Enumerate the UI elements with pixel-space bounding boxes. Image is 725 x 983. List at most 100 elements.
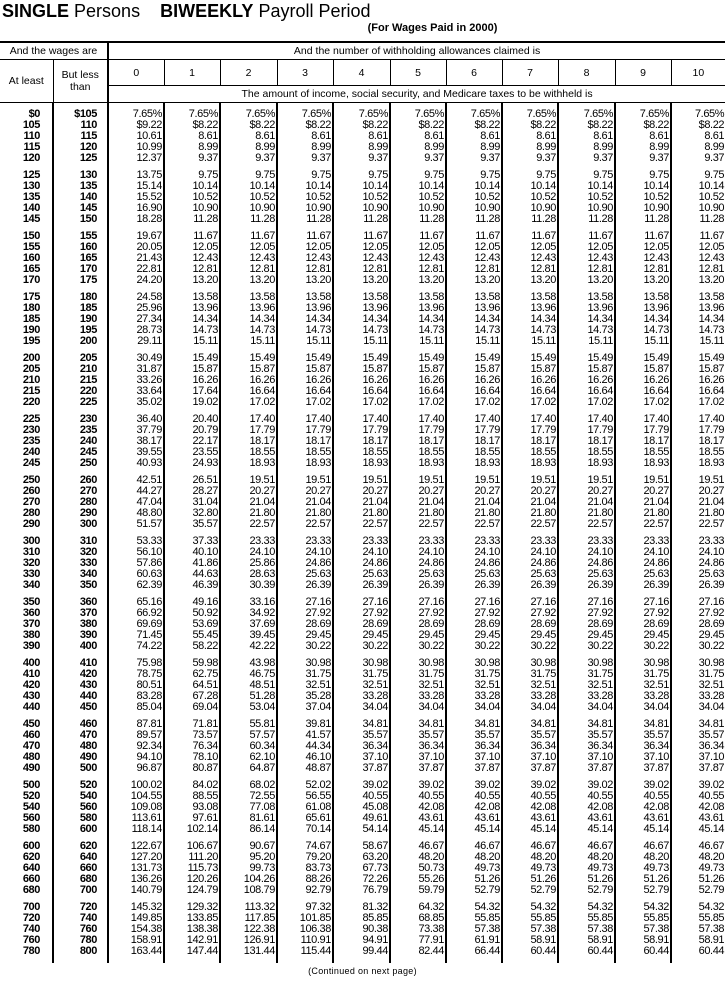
withholding-10-allowances: 55.85 (669, 913, 725, 924)
withholding-9-allowances: 39.02 (614, 780, 671, 791)
withholding-5-allowances: 29.45 (389, 630, 446, 641)
withholding-4-allowances: 13.96 (332, 303, 390, 314)
withholding-10-allowances: 14.73 (669, 325, 725, 336)
withholding-2-allowances: 24.10 (219, 547, 277, 558)
withholding-9-allowances: 19.51 (614, 475, 671, 486)
spacer-cell (219, 896, 277, 902)
withholding-0-allowances: 145.32 (107, 902, 164, 913)
withholding-9-allowances: 45.14 (614, 824, 671, 835)
wage-but-less-than: 110 (52, 120, 108, 131)
withholding-3-allowances: 79.20 (276, 852, 333, 863)
table-row: 105 110 $9.22 $8.22 $8.22 $8.22 $8.22 $8.22 $8.2… (0, 120, 725, 131)
withholding-1-allowances: 11.28 (163, 214, 220, 225)
withholding-7-allowances: 34.81 (501, 719, 558, 730)
spacer-cell (669, 469, 725, 475)
withholding-9-allowances: 16.64 (614, 386, 671, 397)
withholding-7-allowances: 12.81 (501, 264, 558, 275)
withholding-10-allowances: 34.81 (669, 719, 725, 730)
table-row: 240 245 39.55 23.55 18.55 18.55 18.55 18.55 18.5… (0, 447, 725, 458)
withholding-4-allowances: 25.63 (332, 569, 390, 580)
withholding-8-allowances: 49.73 (557, 863, 615, 874)
withholding-8-allowances: 51.26 (557, 874, 615, 885)
withholding-0-allowances: 30.49 (107, 353, 164, 364)
withholding-2-allowances: 25.86 (219, 558, 277, 569)
wage-but-less-than: 300 (52, 519, 108, 530)
withholding-9-allowances: 35.57 (614, 730, 671, 741)
withholding-9-allowances: 14.34 (614, 314, 671, 325)
wage-but-less-than: 780 (52, 935, 108, 946)
wage-but-less-than: 225 (52, 397, 108, 408)
withholding-10-allowances: 8.61 (669, 131, 725, 142)
table-row: 150 155 19.67 11.67 11.67 11.67 11.67 11.67 11.6… (0, 231, 725, 242)
withholding-9-allowances: 33.28 (614, 691, 671, 702)
withholding-7-allowances: 24.86 (501, 558, 558, 569)
wage-but-less-than: 245 (52, 447, 108, 458)
withholding-3-allowances: 24.10 (276, 547, 333, 558)
withholding-0-allowances: 163.44 (107, 946, 164, 957)
withholding-7-allowances: 13.96 (501, 303, 558, 314)
wage-at-least: 130 (22, 180, 41, 192)
table-row: 260 270 44.27 28.27 20.27 20.27 20.27 20.27 20.2… (0, 486, 725, 497)
table-row: 450 460 87.81 71.81 55.81 39.81 34.81 34.81 34.8… (0, 719, 725, 730)
withholding-3-allowances: 9.75 (276, 170, 333, 181)
withholding-6-allowances: 27.92 (445, 608, 502, 619)
withholding-6-allowances: 51.26 (445, 874, 502, 885)
table-row: 340 350 62.39 46.39 30.39 26.39 26.39 26.39 26.3… (0, 580, 725, 591)
withholding-6-allowances: 46.67 (445, 841, 502, 852)
withholding-5-allowances: 18.17 (389, 436, 446, 447)
withholding-6-allowances: 17.79 (445, 425, 502, 436)
withholding-2-allowances: 34.92 (219, 608, 277, 619)
withholding-8-allowances: 21.80 (557, 508, 615, 519)
withholding-7-allowances: 15.11 (501, 336, 558, 347)
wage-at-least: 440 (22, 701, 41, 713)
withholding-7-allowances: 42.08 (501, 802, 558, 813)
withholding-2-allowances: 17.79 (219, 425, 277, 436)
withholding-8-allowances: 32.51 (557, 680, 615, 691)
wage-at-least: 490 (22, 762, 41, 774)
spacer-cell (276, 225, 333, 231)
withholding-6-allowances: 13.20 (445, 275, 502, 286)
withholding-0-allowances: 140.79 (107, 885, 164, 896)
spacer-cell (163, 225, 220, 231)
withholding-4-allowances: 67.73 (332, 863, 390, 874)
withholding-3-allowances: 74.67 (276, 841, 333, 852)
withholding-8-allowances: 54.32 (557, 902, 615, 913)
withholding-7-allowances: 54.32 (501, 902, 558, 913)
withholding-5-allowances: 37.87 (389, 763, 446, 774)
wage-but-less-than: 155 (52, 231, 108, 242)
withholding-6-allowances: 27.16 (445, 597, 502, 608)
withholding-2-allowances: 99.73 (219, 863, 277, 874)
withholding-6-allowances: 29.45 (445, 630, 502, 641)
wage-at-least: 720 (22, 912, 41, 924)
wage-but-less-than: 340 (52, 569, 108, 580)
withholding-3-allowances: 31.75 (276, 669, 333, 680)
wage-at-least: 140 (22, 202, 41, 214)
withholding-9-allowances: 48.20 (614, 852, 671, 863)
withholding-3-allowances: 17.79 (276, 425, 333, 436)
withholding-5-allowances: 8.99 (389, 142, 446, 153)
table-row: 170 175 24.20 13.20 13.20 13.20 13.20 13.20 13.2… (0, 275, 725, 286)
group-spacer (0, 957, 725, 963)
group-spacer (0, 591, 725, 597)
spacer-cell (445, 835, 502, 841)
withholding-8-allowances: 29.45 (557, 630, 615, 641)
withholding-1-allowances: 97.61 (163, 813, 220, 824)
withholding-0-allowances: 35.02 (107, 397, 164, 408)
wage-but-less-than: 490 (52, 752, 108, 763)
withholding-6-allowances: 34.04 (445, 702, 502, 713)
withholding-7-allowances: 17.02 (501, 397, 558, 408)
withholding-1-allowances: 35.57 (163, 519, 220, 530)
table-row: 250 260 42.51 26.51 19.51 19.51 19.51 19.51 19.5… (0, 475, 725, 486)
withholding-1-allowances: 13.96 (163, 303, 220, 314)
withholding-9-allowances: 34.04 (614, 702, 671, 713)
withholding-2-allowances: 16.26 (219, 375, 277, 386)
table-row: 680 700 140.79 124.79 108.79 92.79 76.79 59.79 5… (0, 885, 725, 896)
withholding-0-allowances: 33.26 (107, 375, 164, 386)
wage-at-least: 380 (22, 629, 41, 641)
withholding-9-allowances: 55.85 (614, 913, 671, 924)
withholding-1-allowances: 12.81 (163, 264, 220, 275)
withholding-10-allowances: 12.81 (669, 264, 725, 275)
wage-at-least: 235 (22, 435, 41, 447)
spacer-cell (107, 164, 164, 170)
spacer-cell (445, 774, 502, 780)
